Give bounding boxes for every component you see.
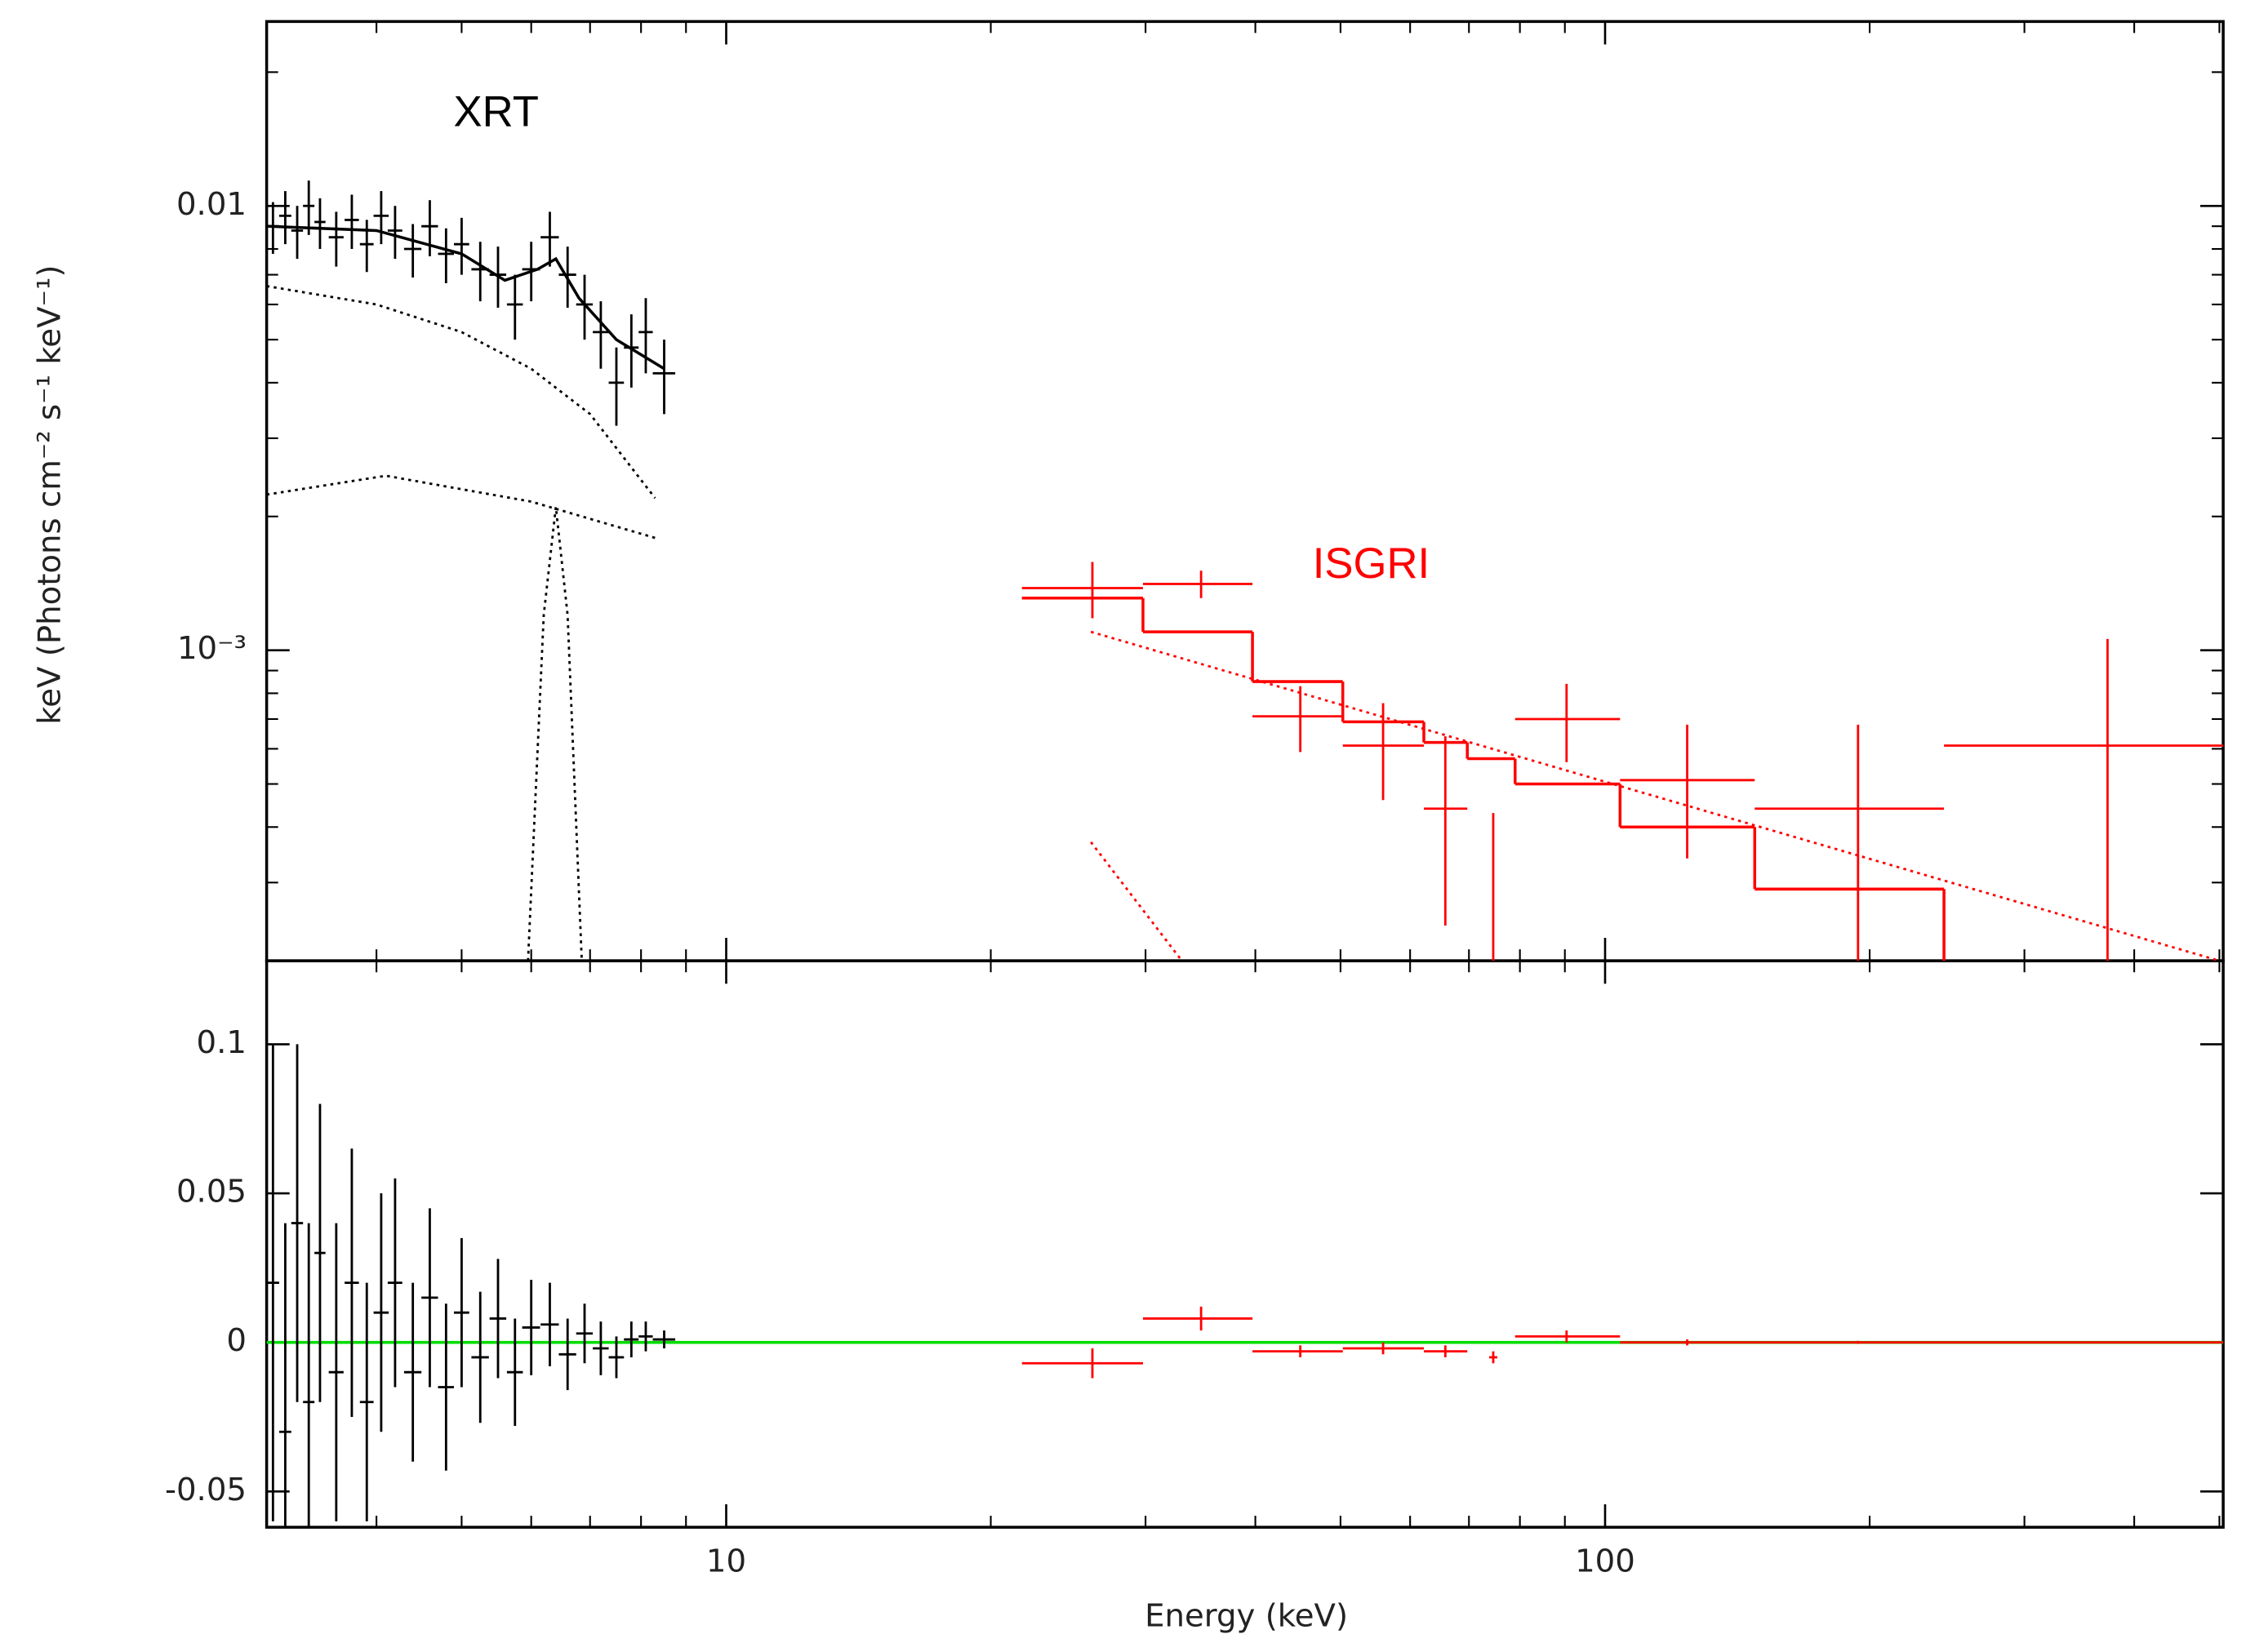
model-component — [1090, 841, 1183, 961]
plot-area — [266, 180, 2224, 961]
model-line — [266, 224, 665, 371]
x-tick-label: 10 — [706, 1543, 746, 1580]
y-tick-label: 10⁻³ — [177, 630, 247, 667]
model-component — [266, 474, 656, 540]
model-component — [1090, 630, 2220, 961]
y-tick-label: 0.1 — [197, 1024, 247, 1061]
series-label: ISGRI — [1313, 540, 1430, 588]
y-axis-label: keV (Photons cm⁻² s⁻¹ keV⁻¹) — [32, 265, 69, 725]
y-tick-label: 0.05 — [176, 1174, 247, 1210]
series-label: XRT — [453, 87, 538, 135]
x-tick-label: 100 — [1575, 1543, 1635, 1580]
x-axis-label: Energy (keV) — [1145, 1597, 1348, 1634]
y-tick-label: 0.01 — [176, 186, 247, 223]
model-component — [527, 507, 584, 961]
y-tick-label: -0.05 — [165, 1472, 247, 1508]
top-frame — [265, 20, 2225, 962]
bottom-frame — [265, 959, 2225, 1529]
plot-area — [266, 1044, 2224, 1528]
y-tick-label: 0 — [226, 1322, 247, 1359]
